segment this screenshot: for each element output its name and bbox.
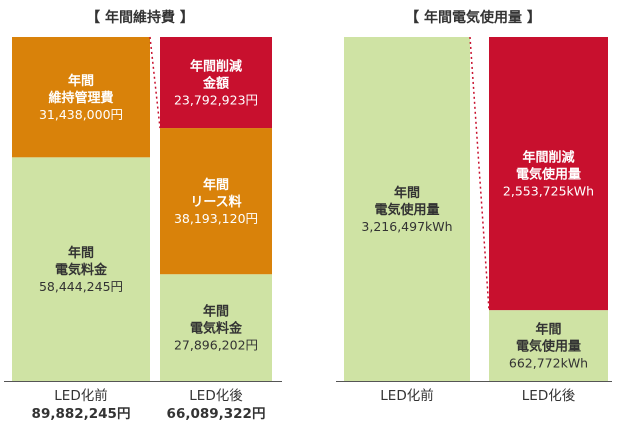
bar-segment — [160, 37, 272, 129]
segment-label: 年間削減 — [522, 150, 574, 166]
bar-segment — [12, 157, 150, 381]
segment-value-label: 2,553,725kWh — [503, 184, 594, 199]
segment-label: 年間 — [394, 185, 420, 201]
dotted-connector — [469, 36, 490, 311]
segment-label: 年間 — [203, 177, 229, 193]
segment-value-label: 3,216,497kWh — [361, 219, 452, 234]
segment-label: 年間削減 — [190, 59, 242, 75]
chart-title: 【 年間電気使用量 】 — [405, 9, 541, 26]
segment-value-label: 23,792,923円 — [174, 93, 258, 108]
segment-label: 年間 — [68, 245, 94, 261]
category-label: LED化前 — [54, 387, 107, 404]
segment-value-label: 31,438,000円 — [39, 107, 123, 122]
dotted-connector — [149, 36, 161, 129]
segment-label: リース料 — [190, 194, 241, 210]
segment-label: 金額 — [202, 76, 229, 92]
bar-segment — [160, 128, 272, 275]
segment-value-label: 38,193,120円 — [174, 211, 258, 226]
segment-value-label: 662,772kWh — [509, 356, 588, 371]
category-label: LED化後 — [522, 388, 576, 404]
segment-value-label: 58,444,245円 — [39, 279, 123, 294]
bar-segment — [344, 37, 470, 381]
segment-label: 電気使用量 — [516, 167, 581, 183]
total-label: 89,882,245円 — [32, 406, 131, 422]
segment-label: 維持管理費 — [48, 90, 113, 106]
segment-value-label: 27,896,202円 — [174, 338, 258, 353]
segment-label: 電気使用量 — [516, 339, 581, 355]
segment-label: 電気料金 — [190, 321, 243, 337]
bar-segment — [489, 310, 608, 381]
segment-label: 電気使用量 — [374, 202, 439, 218]
category-label: LED化後 — [189, 388, 243, 404]
segment-label: 年間 — [535, 322, 561, 338]
segment-label: 年間 — [203, 304, 229, 320]
bar-segment — [12, 37, 150, 158]
chart-title: 【 年間維持費 】 — [86, 9, 194, 26]
segment-label: 年間 — [68, 73, 94, 89]
bar-segment — [160, 274, 272, 381]
category-label: LED化前 — [380, 387, 433, 404]
total-label: 66,089,322円 — [167, 406, 266, 422]
bar-segment — [489, 37, 608, 311]
segment-label: 電気料金 — [55, 262, 108, 278]
